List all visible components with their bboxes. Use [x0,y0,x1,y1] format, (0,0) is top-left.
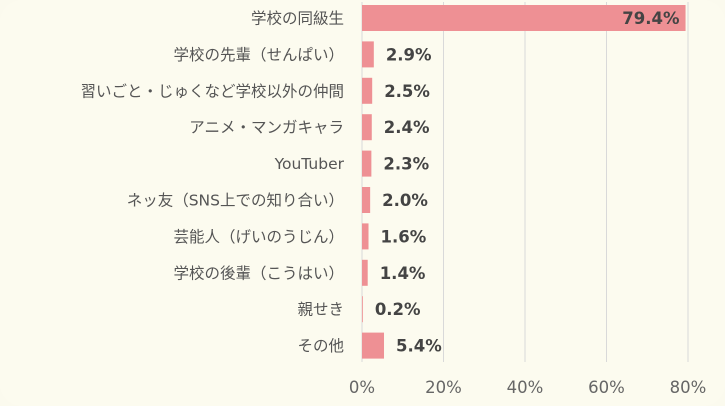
x-tick-label: 40% [507,378,544,397]
category-label: 習いごと・じゅくなど学校以外の仲間 [80,82,344,100]
bar [362,187,371,213]
bar [362,296,363,323]
category-label: ネッ友（SNS上での知り合い） [127,192,344,210]
value-label: 2.5% [384,82,430,101]
value-label: 2.0% [382,191,428,210]
bar [362,114,372,141]
value-label: 79.4% [622,9,680,28]
category-label: アニメ・マンガキャラ [189,119,344,137]
bar [362,223,369,250]
x-axis-ticks: 0% 20% 40% 60% 80% [349,378,706,397]
value-label: 2.3% [383,155,429,174]
category-label: その他 [297,337,344,355]
value-label: 1.6% [381,227,427,246]
bar [362,77,373,104]
category-label: 学校の同級生 [251,10,344,28]
value-label: 0.2% [375,300,421,319]
bar [362,259,368,286]
category-label: 親せき [297,301,344,319]
bar [362,150,372,177]
value-labels: 79.4% 2.9% 2.5% 2.4% 2.3% 2.0% 1.6% 1.4% 0.2% 5.4… [375,9,680,356]
value-label: 2.9% [386,45,432,64]
bar [362,332,385,359]
value-label: 2.4% [384,118,430,137]
category-label: 学校の先輩（せんぱい） [173,46,344,64]
bar [362,5,686,31]
x-tick-label: 60% [588,378,625,397]
category-label: YouTuber [274,155,345,173]
x-tick-label: 20% [425,378,462,397]
x-tick-label: 80% [670,378,707,397]
category-label: 学校の後輩（こうはい） [173,264,344,282]
value-label: 1.4% [380,264,426,283]
bar [362,41,374,68]
value-label: 5.4% [396,337,442,356]
x-tick-label: 0% [349,378,375,397]
category-label: 芸能人（げいのうじん） [173,228,344,246]
bars [362,5,686,359]
